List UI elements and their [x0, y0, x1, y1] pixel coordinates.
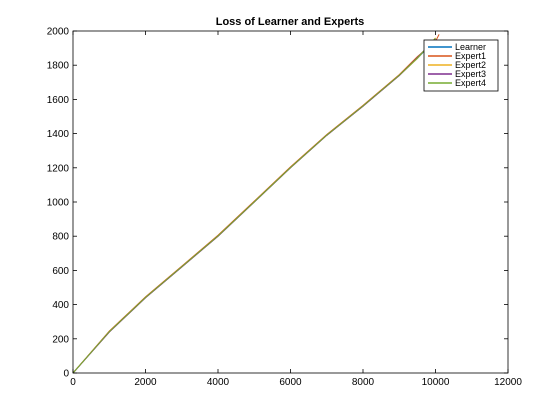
y-tick-label: 600 — [52, 266, 69, 277]
legend-label-expert3: Expert3 — [455, 69, 486, 79]
y-tick-label: 1200 — [47, 163, 70, 174]
x-tick-label: 4000 — [207, 377, 230, 388]
y-tick-label: 200 — [52, 334, 69, 345]
y-tick-label: 0 — [63, 369, 69, 380]
legend-label-learner: Learner — [455, 42, 486, 52]
legend-label-expert2: Expert2 — [455, 60, 486, 70]
series-line-expert4 — [72, 37, 436, 374]
y-tick-label: 1800 — [47, 61, 70, 72]
chart-title: Loss of Learner and Experts — [216, 16, 365, 28]
y-tick-label: 400 — [52, 300, 69, 311]
x-tick-label: 8000 — [352, 377, 375, 388]
y-tick-label: 1600 — [47, 95, 70, 106]
y-tick-label: 1000 — [47, 198, 70, 209]
series-line-expert3 — [72, 38, 436, 374]
series-line-expert1 — [72, 34, 440, 374]
series-layer — [72, 34, 440, 374]
x-tick-label: 12000 — [494, 377, 522, 388]
x-tick-label: 0 — [70, 377, 76, 388]
x-tick-label: 2000 — [134, 377, 157, 388]
y-tick-label: 1400 — [47, 129, 70, 140]
y-tick-label: 800 — [52, 232, 69, 243]
legend-label-expert4: Expert4 — [455, 78, 486, 88]
x-tick-label: 6000 — [279, 377, 302, 388]
legend-label-expert1: Expert1 — [455, 51, 486, 61]
ticks-layer: 0 2000 4000 6000 8000 10000 12000 0 200 400 600 800… — [47, 27, 523, 389]
series-line-expert2 — [72, 37, 436, 374]
y-tick-label: 2000 — [47, 27, 70, 38]
x-tick-label: 10000 — [422, 377, 450, 388]
